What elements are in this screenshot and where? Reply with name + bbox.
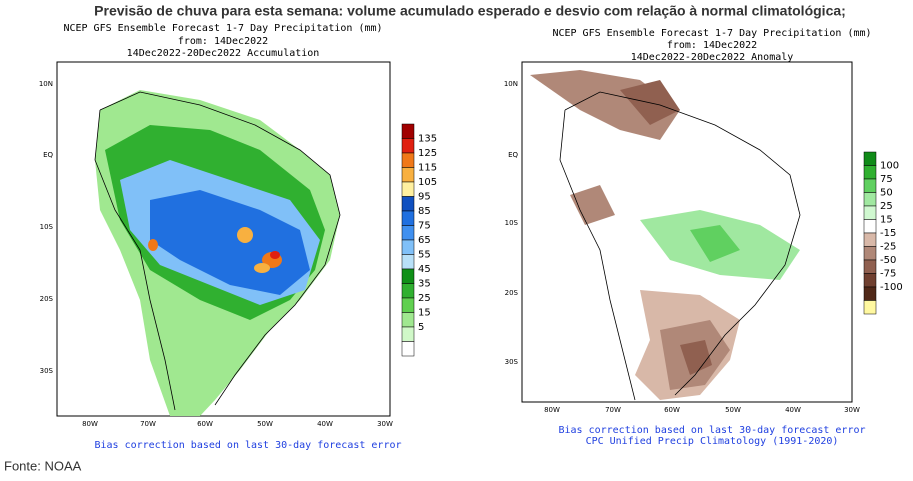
colorbar-swatch	[401, 152, 415, 168]
colorbar-label: 75	[418, 221, 431, 232]
lon-label: 50W	[725, 406, 741, 414]
colorbar-swatch	[401, 138, 415, 154]
colorbar-label: 5	[418, 322, 424, 333]
colorbar-swatch	[401, 181, 415, 197]
colorbar-swatch	[401, 254, 415, 270]
colorbar-swatch	[401, 225, 415, 241]
colorbar-label: 95	[418, 192, 431, 203]
map-note: Bias correction based on last 30-day for…	[94, 440, 401, 451]
lon-label: 40W	[317, 420, 333, 428]
colorbar-swatch	[863, 286, 877, 301]
colorbar-label: 15	[418, 308, 431, 319]
lon-label: 70W	[605, 406, 621, 414]
colorbar-swatch	[401, 210, 415, 226]
lon-label: 80W	[544, 406, 560, 414]
colorbar-swatch	[401, 297, 415, 313]
accumulation-map	[56, 61, 391, 417]
lat-label: 20S	[40, 295, 54, 303]
colorbar-label: -50	[880, 255, 896, 266]
colorbar-label: 125	[418, 148, 437, 159]
colorbar-label: 45	[418, 264, 431, 275]
colorbar-swatch	[863, 165, 877, 180]
colorbar-label: -15	[880, 228, 896, 239]
colorbar-swatch	[401, 167, 415, 183]
lat-label: 10S	[505, 219, 519, 227]
map-header: NCEP GFS Ensemble Forecast 1-7 Day Preci…	[552, 28, 871, 39]
colorbar-swatch	[401, 268, 415, 284]
anomaly-map	[521, 61, 853, 403]
colorbar-label: 25	[880, 201, 893, 212]
colorbar-swatch	[401, 312, 415, 328]
lat-label: 10N	[39, 80, 53, 88]
colorbar-label: 75	[880, 174, 893, 185]
colorbar-label: -75	[880, 269, 896, 280]
colorbar-label: 115	[418, 163, 437, 174]
page-title: Previsão de chuva para esta semana: volu…	[94, 3, 846, 19]
colorbar-label: 65	[418, 235, 431, 246]
colorbar-swatch	[401, 196, 415, 212]
colorbar-swatch	[863, 273, 877, 288]
colorbar-label: 55	[418, 250, 431, 261]
lon-label: 80W	[82, 420, 98, 428]
lat-label: EQ	[43, 151, 53, 159]
colorbar-label: -100	[880, 282, 903, 293]
colorbar-label: 135	[418, 134, 437, 145]
colorbar-swatch	[863, 259, 877, 274]
colorbar-swatch	[401, 123, 415, 139]
lon-label: 40W	[785, 406, 801, 414]
colorbar-swatch	[863, 246, 877, 261]
colorbar-swatch	[401, 283, 415, 299]
lon-label: 60W	[197, 420, 213, 428]
map-header: 14Dec2022-20Dec2022 Accumulation	[127, 48, 320, 59]
colorbar-swatch	[863, 300, 877, 315]
lon-label: 30W	[844, 406, 860, 414]
colorbar-swatch	[863, 219, 877, 234]
colorbar-swatch	[863, 192, 877, 207]
map-header: NCEP GFS Ensemble Forecast 1-7 Day Preci…	[63, 23, 382, 34]
lat-label: 10S	[40, 223, 54, 231]
lat-label: 30S	[40, 367, 54, 375]
colorbar-label: 85	[418, 206, 431, 217]
colorbar-swatch	[863, 232, 877, 247]
lon-label: 60W	[664, 406, 680, 414]
colorbar-label: -25	[880, 242, 896, 253]
colorbar-swatch	[401, 239, 415, 255]
map-header: from: 14Dec2022	[178, 36, 268, 47]
lat-label: 30S	[505, 358, 519, 366]
colorbar-label: 50	[880, 188, 893, 199]
lat-label: 10N	[504, 80, 518, 88]
lat-label: 20S	[505, 289, 519, 297]
colorbar-label: 105	[418, 177, 437, 188]
map-note: CPC Unified Precip Climatology (1991-202…	[586, 436, 839, 447]
map-note: Bias correction based on last 30-day for…	[558, 425, 865, 436]
colorbar-swatch	[401, 341, 415, 357]
colorbar-label: 25	[418, 293, 431, 304]
source: Fonte: NOAA	[4, 458, 82, 473]
colorbar-swatch	[863, 178, 877, 193]
map-header: from: 14Dec2022	[667, 40, 757, 51]
lon-label: 30W	[377, 420, 393, 428]
lon-label: 50W	[257, 420, 273, 428]
colorbar-label: 15	[880, 215, 893, 226]
colorbar-label: 35	[418, 279, 431, 290]
colorbar-swatch	[863, 151, 877, 166]
lat-label: EQ	[508, 151, 518, 159]
map-header: 14Dec2022-20Dec2022 Anomaly	[631, 52, 794, 63]
colorbar-swatch	[401, 326, 415, 342]
colorbar-label: 100	[880, 161, 899, 172]
colorbar-swatch	[863, 205, 877, 220]
lon-label: 70W	[140, 420, 156, 428]
